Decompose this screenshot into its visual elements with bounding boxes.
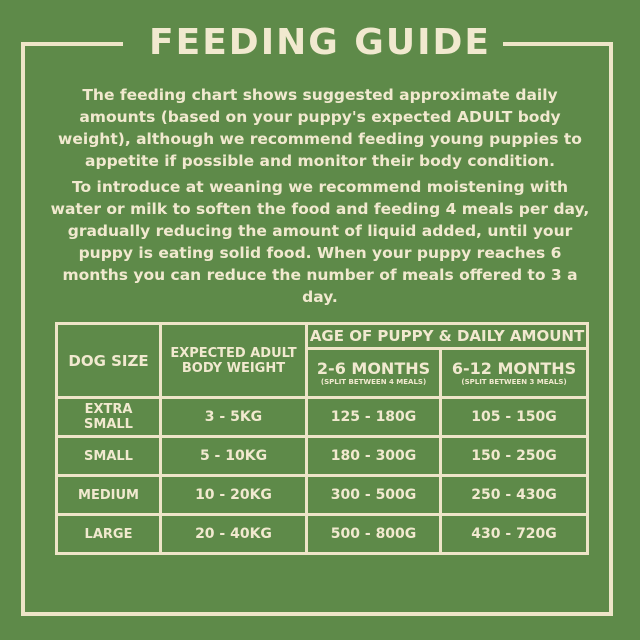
header-col2-label: 6-12 MONTHS	[451, 359, 577, 378]
table-cell: SMALL	[55, 435, 162, 477]
intro-paragraph: The feeding chart shows suggested approx…	[58, 86, 582, 170]
weaning-paragraph: To introduce at weaning we recommend moi…	[50, 178, 590, 306]
table-cell: 20 - 40KG	[159, 513, 308, 555]
frame-border	[21, 44, 613, 616]
table-row: SMALL 5 - 10KG 180 - 300G 150 - 250G	[55, 435, 589, 477]
header-age: AGE OF PUPPY & DAILY AMOUNT	[305, 322, 589, 350]
header-dog-size: DOG SIZE	[55, 322, 162, 399]
table-cell: 105 - 150G	[439, 396, 589, 438]
table-cell: 125 - 180G	[304, 396, 443, 438]
table-cell: EXTRA SMALL	[55, 396, 162, 438]
table-row: EXTRA SMALL 3 - 5KG 125 - 180G 105 - 150G	[55, 396, 589, 438]
header-col1-label: 2-6 MONTHS	[316, 359, 431, 378]
header-6-12-months: 6-12 MONTHS (SPLIT BETWEEN 3 MEALS)	[439, 347, 589, 399]
frame-border-top-right	[503, 42, 613, 46]
table-cell: 10 - 20KG	[159, 474, 308, 516]
table-cell: 5 - 10KG	[159, 435, 308, 477]
header-col2-note: (SPLIT BETWEEN 3 MEALS)	[461, 378, 567, 386]
header-weight: EXPECTED ADULT BODY WEIGHT	[159, 322, 308, 399]
feeding-table: DOG SIZE EXPECTED ADULT BODY WEIGHT AGE …	[55, 322, 589, 555]
header-2-6-months: 2-6 MONTHS (SPLIT BETWEEN 4 MEALS)	[304, 347, 443, 399]
table-row: MEDIUM 10 - 20KG 300 - 500G 250 - 430G	[55, 474, 589, 516]
table-cell: 150 - 250G	[439, 435, 589, 477]
table-cell: MEDIUM	[55, 474, 162, 516]
table-cell: 3 - 5KG	[159, 396, 308, 438]
table-cell: 500 - 800G	[304, 513, 443, 555]
page-title: FEEDING GUIDE	[149, 22, 491, 63]
table-cell: 180 - 300G	[304, 435, 443, 477]
header-col1-note: (SPLIT BETWEEN 4 MEALS)	[320, 378, 427, 386]
table-cell: LARGE	[55, 513, 162, 555]
table-row: LARGE 20 - 40KG 500 - 800G 430 - 720G	[55, 513, 589, 555]
frame-border-top-left	[21, 42, 123, 46]
table-cell: 250 - 430G	[439, 474, 589, 516]
table-cell: 300 - 500G	[304, 474, 443, 516]
table-cell: 430 - 720G	[439, 513, 589, 555]
